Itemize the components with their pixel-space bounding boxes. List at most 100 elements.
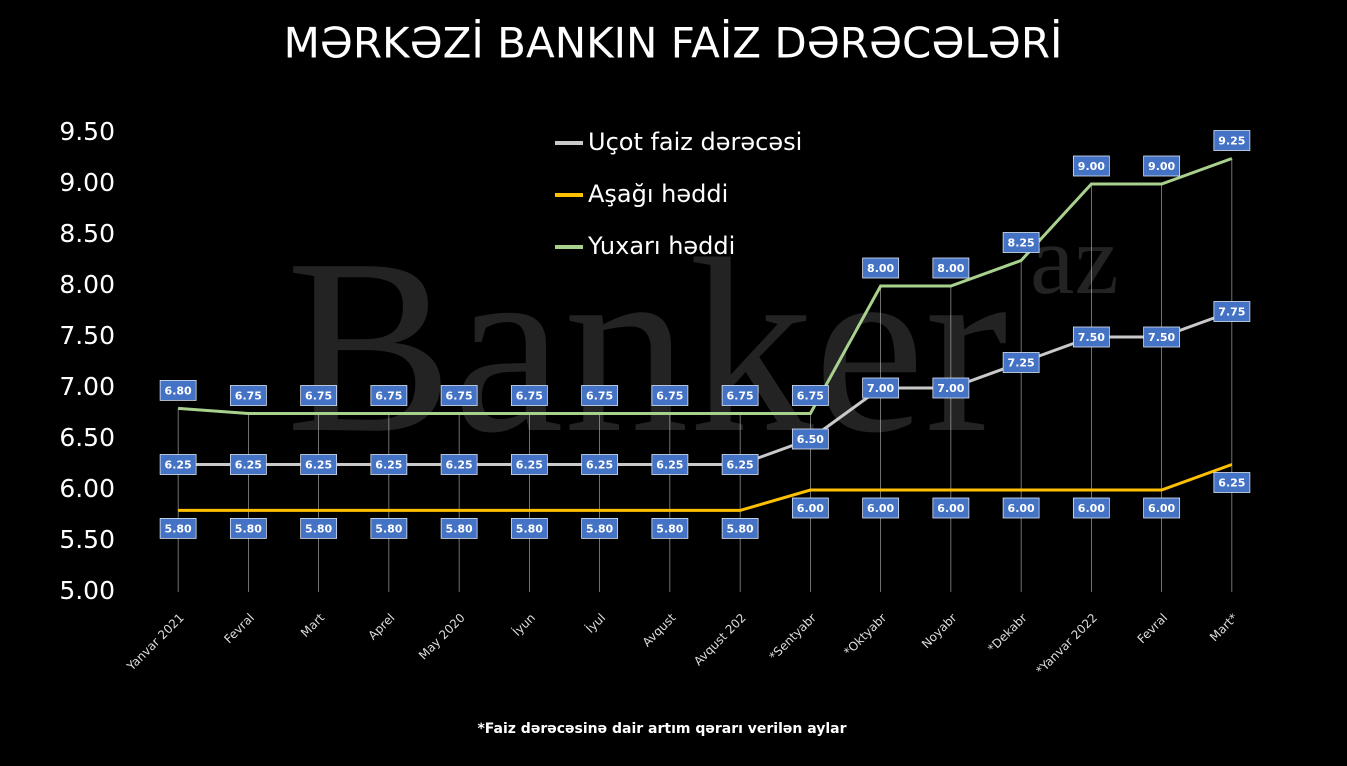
- value-label: 9.00: [1148, 160, 1175, 173]
- value-label: 7.50: [1148, 331, 1175, 344]
- value-label-box: [932, 257, 970, 279]
- value-label: 7.00: [867, 382, 894, 395]
- legend-label: Uçot faiz dərəcəsi: [588, 128, 802, 156]
- value-label-box: [651, 385, 689, 406]
- value-label-box: [791, 428, 829, 450]
- value-label: 6.25: [235, 459, 262, 472]
- x-tick-label: Fevral: [221, 611, 257, 647]
- x-tick-label: Mart: [298, 610, 327, 639]
- value-label-box: [862, 497, 900, 519]
- value-label: 6.75: [446, 390, 473, 403]
- value-label: 7.25: [1008, 357, 1035, 370]
- value-label: 6.75: [586, 390, 613, 403]
- watermark: Banker: [286, 208, 1008, 485]
- value-label-box: [510, 518, 548, 539]
- value-label: 8.00: [867, 262, 894, 275]
- value-label: 7.50: [1078, 331, 1105, 344]
- y-tick-label: 5.50: [59, 525, 115, 554]
- value-label: 6.75: [305, 390, 332, 403]
- value-label: 5.80: [375, 522, 402, 535]
- value-label-box: [370, 454, 408, 475]
- value-label-box: [862, 257, 900, 279]
- value-label: 7.00: [937, 382, 964, 395]
- x-tick-label: Fevral: [1135, 611, 1171, 647]
- y-tick-label: 8.50: [59, 219, 115, 248]
- value-label: 6.00: [1008, 502, 1035, 515]
- footnote: *Faiz dərəcəsinə dair artım qərarı veril…: [477, 721, 846, 737]
- value-label-box: [581, 454, 619, 475]
- series-line: [178, 463, 1233, 512]
- x-tick-label: Avqust: [640, 610, 679, 649]
- value-label-box: [1002, 352, 1040, 373]
- series-line: [178, 310, 1233, 466]
- value-label-box: [1213, 301, 1251, 322]
- value-label: 6.50: [797, 433, 824, 446]
- value-label: 5.80: [165, 522, 192, 535]
- y-tick-label: 6.00: [59, 474, 115, 503]
- value-label: 6.25: [516, 459, 543, 472]
- value-label-box: [651, 454, 689, 475]
- value-label-box: [440, 385, 478, 406]
- value-label: 5.80: [656, 522, 683, 535]
- value-label-box: [721, 454, 759, 475]
- value-label: 6.00: [1148, 502, 1175, 515]
- value-label-box: [229, 454, 267, 475]
- value-label-box: [370, 518, 408, 539]
- value-label-box: [862, 377, 900, 399]
- x-tick-label: *Oktyabr: [841, 611, 889, 659]
- value-label-box: [1143, 326, 1181, 348]
- watermark-sup: az: [1030, 204, 1119, 315]
- value-label-box: [932, 497, 970, 519]
- series-line: [178, 157, 1233, 415]
- x-tick-label: May 2020: [416, 611, 468, 663]
- value-label-box: [932, 377, 970, 399]
- value-label: 5.80: [586, 522, 613, 535]
- x-tick-label: *Sentyabr: [766, 611, 819, 664]
- value-label-box: [229, 385, 267, 406]
- value-label-box: [229, 518, 267, 539]
- value-label-box: [581, 518, 619, 539]
- value-label-box: [721, 385, 759, 406]
- value-label-box: [159, 454, 197, 475]
- value-label-box: [1143, 497, 1181, 519]
- x-tick-label: Mart*: [1207, 611, 1240, 644]
- value-label: 6.00: [937, 502, 964, 515]
- value-label: 6.00: [867, 502, 894, 515]
- x-tick-label: Avqust 202: [691, 611, 749, 669]
- value-label-box: [159, 379, 197, 401]
- value-label: 6.75: [235, 390, 262, 403]
- value-label: 5.80: [305, 522, 332, 535]
- value-label-box: [581, 385, 619, 406]
- y-tick-label: 9.50: [59, 117, 115, 146]
- legend-label: Yuxarı həddi: [587, 232, 735, 260]
- value-label-box: [1072, 497, 1110, 519]
- value-label: 5.80: [446, 522, 473, 535]
- value-label-box: [1213, 130, 1251, 151]
- value-label-box: [1002, 497, 1040, 519]
- value-label-box: [1002, 232, 1040, 253]
- value-label: 6.75: [797, 390, 824, 403]
- value-label-box: [510, 385, 548, 406]
- value-label: 6.25: [1218, 477, 1245, 490]
- value-label: 6.25: [305, 459, 332, 472]
- y-tick-label: 6.50: [59, 423, 115, 452]
- value-label-box: [510, 454, 548, 475]
- value-label-box: [791, 385, 829, 406]
- x-tick-label: *Yanvar 2022: [1033, 611, 1100, 678]
- value-label: 8.25: [1008, 237, 1035, 250]
- y-tick-label: 7.00: [59, 372, 115, 401]
- value-label: 6.25: [586, 459, 613, 472]
- value-label: 5.80: [516, 522, 543, 535]
- value-label-box: [1143, 155, 1181, 177]
- value-label: 9.00: [1078, 160, 1105, 173]
- value-label-box: [300, 385, 338, 406]
- value-label-box: [1213, 472, 1251, 493]
- value-label-box: [300, 454, 338, 475]
- value-label: 6.25: [656, 459, 683, 472]
- value-label-box: [159, 518, 197, 539]
- value-label-box: [300, 518, 338, 539]
- legend-label: Aşağı həddi: [588, 180, 728, 208]
- value-label-box: [370, 385, 408, 406]
- value-label-box: [1072, 326, 1110, 348]
